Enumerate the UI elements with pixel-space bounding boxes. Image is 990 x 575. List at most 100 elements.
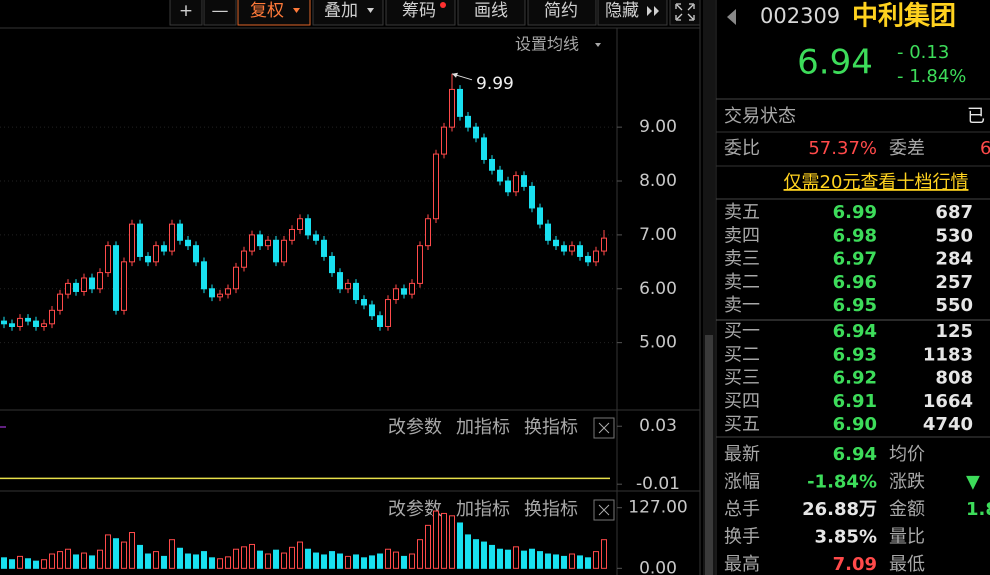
zoom-in[interactable]: + [179, 1, 193, 21]
book-price: 6.99 [833, 202, 877, 223]
volume-bar [385, 548, 391, 569]
candle-body [449, 88, 455, 128]
notify-dot [440, 2, 446, 8]
stat-label: 涨幅 [724, 472, 760, 493]
volume-bar [281, 552, 287, 569]
book-volume: 125 [935, 321, 973, 342]
candle-body [193, 245, 199, 263]
candle-body [25, 317, 31, 322]
book-price: 6.91 [833, 391, 877, 412]
last-price: 6.94 [797, 43, 873, 83]
candle-body [265, 239, 271, 247]
close-button[interactable] [593, 417, 615, 439]
volume-bar [209, 557, 215, 569]
marker-arrow [452, 72, 458, 78]
candle-body [49, 309, 55, 325]
volume-bar [401, 555, 407, 569]
volume-bar [113, 538, 119, 569]
stat-value: 26.88万 [802, 499, 877, 520]
volume-bar [73, 554, 79, 569]
scroll-thumb[interactable] [705, 335, 713, 575]
volume-bar [481, 541, 487, 569]
candle-body [65, 282, 71, 295]
volume-bar [129, 532, 135, 569]
fullscreen-icon[interactable] [675, 3, 695, 21]
candle-body [41, 323, 47, 327]
book-label: 卖五 [724, 202, 760, 223]
candle-body [17, 317, 23, 327]
volume-header: 改参数 加指标 换指标 [388, 499, 615, 521]
simple-button[interactable]: 简约 [544, 1, 578, 21]
candle-body [345, 282, 351, 290]
book-label: 卖四 [724, 225, 760, 246]
candle-body [433, 153, 439, 220]
candle-body [281, 239, 287, 263]
volume-bar [161, 555, 167, 569]
action[interactable]: 改参数 [388, 417, 442, 438]
book-price: 6.92 [833, 368, 877, 389]
stat-label: 量比 [889, 527, 925, 548]
volume-bar [345, 555, 351, 569]
candle-body [305, 218, 311, 236]
status-label: 交易状态 [724, 106, 796, 127]
volume-bar [425, 524, 431, 569]
volume-bar [201, 551, 207, 569]
toolbar [169, 0, 701, 26]
stat-value: 1.8 [966, 499, 990, 520]
candle-body [425, 218, 431, 247]
volume-bar [377, 553, 383, 569]
zoom-out[interactable]: — [212, 1, 229, 21]
action[interactable]: 加指标 [456, 499, 510, 520]
volume-bar [569, 553, 575, 569]
candle-body [497, 169, 503, 182]
hide-button[interactable]: 隐藏 [605, 1, 639, 21]
volume-bar [41, 559, 47, 569]
dropdown-arrow [367, 8, 374, 13]
volume-bar [329, 551, 335, 569]
draw-button[interactable]: 画线 [474, 1, 508, 21]
ma-setting[interactable]: 设置均线 [515, 35, 579, 54]
volume-bar [145, 553, 151, 569]
y-tick-label: 8.00 [639, 171, 677, 191]
adjust-button[interactable]: 复权 [250, 1, 284, 21]
volume-bar [57, 551, 63, 569]
y-tick-label: 9.00 [639, 117, 677, 137]
candle-body [81, 277, 87, 292]
volume-bar [33, 560, 39, 569]
candle-body [225, 288, 231, 295]
action[interactable]: 换指标 [524, 499, 578, 520]
back-arrow[interactable] [727, 9, 736, 25]
action[interactable]: 加指标 [456, 417, 510, 438]
indicator-header: 改参数 加指标 换指标 [0, 417, 615, 439]
volume-bar [273, 549, 279, 569]
book-price: 6.90 [833, 414, 877, 435]
candle-body [465, 115, 471, 128]
book-volume: 1664 [923, 391, 973, 412]
volume-bar [193, 554, 199, 569]
action[interactable]: 换指标 [524, 417, 578, 438]
book-volume: 257 [935, 272, 973, 293]
volume-bar [417, 539, 423, 569]
candle-body [521, 175, 527, 187]
close-icon [598, 422, 610, 434]
high-label: 9.99 [476, 74, 514, 94]
chips-button[interactable]: 筹码 [402, 1, 436, 21]
volume-bar [321, 554, 327, 569]
book-volume: 808 [935, 368, 973, 389]
candle-body [481, 137, 487, 160]
candle-body [585, 255, 591, 263]
close-button[interactable] [593, 499, 615, 521]
action[interactable]: 改参数 [388, 499, 442, 520]
book-label: 买四 [724, 391, 760, 412]
book-label: 买三 [724, 368, 760, 389]
candle-body [209, 288, 215, 298]
volume-bar [593, 551, 599, 569]
candle-body [273, 239, 279, 263]
volume-bar [513, 546, 519, 569]
overlay-button[interactable]: 叠加 [324, 1, 358, 21]
book-label: 买二 [724, 344, 760, 365]
diff-label: 委差 [889, 138, 925, 159]
promo-link[interactable]: 仅需20元查看十档行情 [784, 172, 969, 193]
candle-body [569, 245, 575, 252]
